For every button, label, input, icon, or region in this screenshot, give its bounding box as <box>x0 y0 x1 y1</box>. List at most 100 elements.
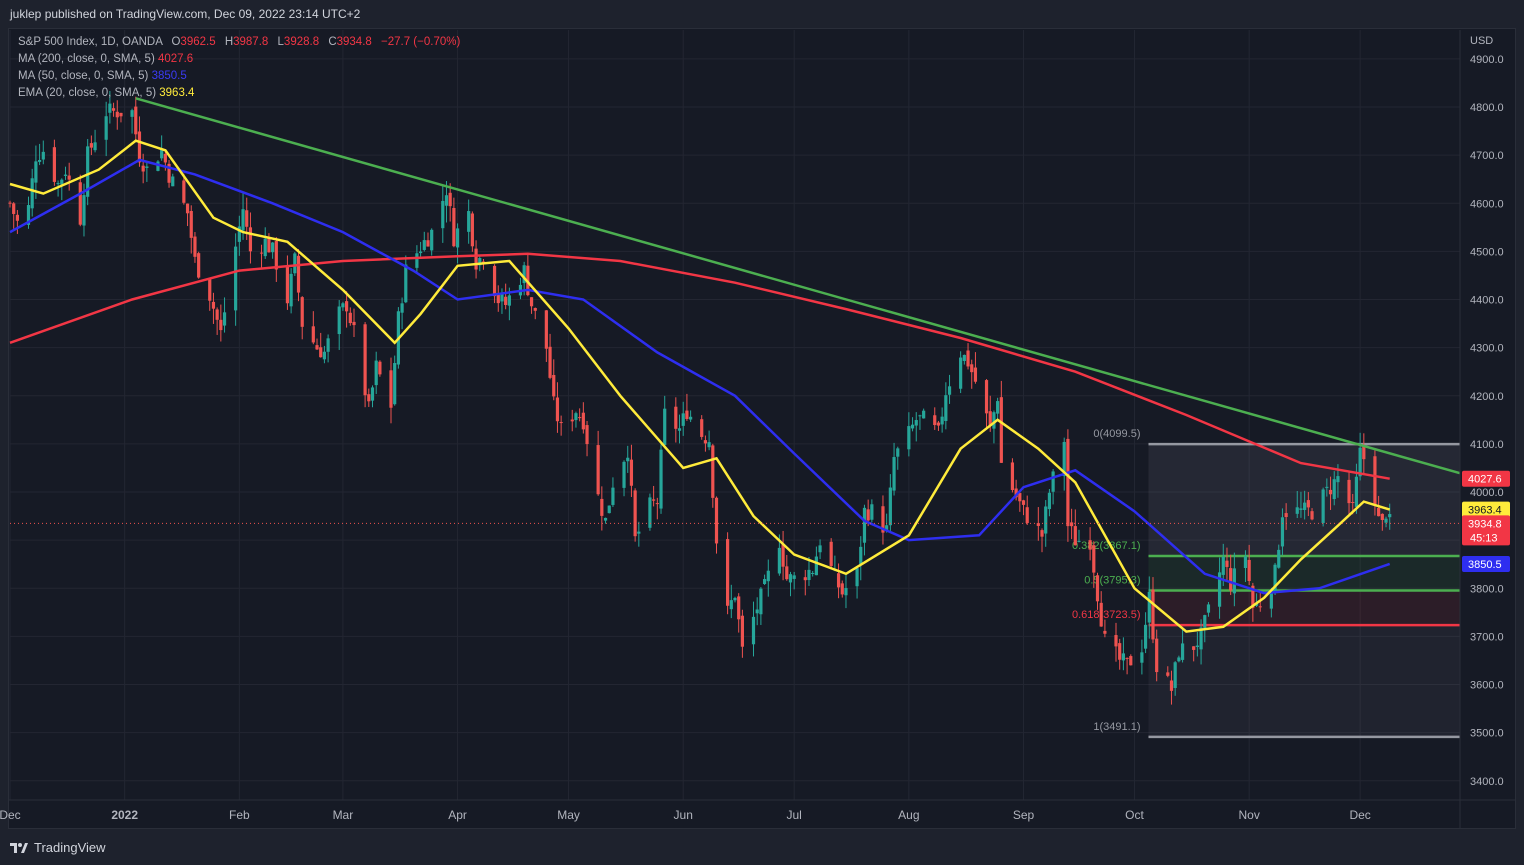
candle-body <box>1229 568 1233 591</box>
candle-body <box>108 103 112 113</box>
candle-body <box>626 457 630 462</box>
candle-body <box>1051 471 1055 492</box>
candle-body <box>237 226 241 242</box>
candle-body <box>319 347 323 358</box>
tradingview-brand[interactable]: TradingView <box>10 840 106 855</box>
candle-body <box>648 497 652 528</box>
candle-body <box>807 569 811 581</box>
candle-body <box>171 176 175 187</box>
candle-body <box>86 146 90 197</box>
candle-body <box>470 213 474 247</box>
candle-body <box>56 183 60 185</box>
candle-body <box>1099 602 1103 627</box>
candle-body <box>345 301 349 312</box>
candle-body <box>452 207 456 247</box>
candle-body <box>988 411 992 426</box>
candle-body <box>1169 680 1174 691</box>
candle-body <box>622 461 626 488</box>
candle-body <box>374 360 378 386</box>
candle-body <box>881 506 885 533</box>
candle-body <box>1025 507 1029 524</box>
candle-body <box>271 242 275 253</box>
candle-body <box>944 395 948 422</box>
x-tick-label: Dec <box>0 808 21 822</box>
price-tag <box>1462 515 1510 546</box>
candle-body <box>248 227 253 252</box>
candle-body <box>892 457 896 491</box>
candle-body <box>322 351 327 360</box>
countdown-label: 45:13 <box>1470 532 1498 544</box>
candle-body <box>208 279 212 301</box>
candle-body <box>348 312 352 324</box>
candle-body <box>885 525 889 531</box>
candle-body <box>570 419 574 422</box>
candle-body <box>400 303 404 313</box>
candle-body <box>766 570 770 582</box>
candle-body <box>1047 492 1052 510</box>
candle-body <box>115 111 119 118</box>
candle-body <box>352 321 356 326</box>
candle-body <box>189 210 193 238</box>
candle-body <box>607 505 611 514</box>
y-tick-label: 3600.0 <box>1470 680 1504 692</box>
ma50-value: 3850.5 <box>151 70 187 82</box>
candle-body <box>600 498 604 516</box>
candle-body <box>751 616 756 645</box>
candle-body <box>12 203 16 214</box>
legend-ma50-row: MA (50, close, 0, SMA, 5) 3850.5 <box>18 68 460 85</box>
candle-body <box>293 253 297 274</box>
candle-body <box>326 338 330 352</box>
candle-body <box>962 354 966 361</box>
candle-body <box>311 326 315 343</box>
candle-body <box>999 397 1003 463</box>
candle-body <box>300 297 304 327</box>
candle-body <box>973 367 978 382</box>
candle-body <box>1192 646 1196 650</box>
x-tick-label: Jun <box>674 808 693 822</box>
ema20-value: 3963.4 <box>159 87 195 99</box>
x-tick-label: Dec <box>1349 808 1370 822</box>
candle-body <box>829 541 833 566</box>
candle-body <box>111 108 116 111</box>
candle-body <box>984 380 989 414</box>
candle-body <box>689 416 693 420</box>
candle-body <box>507 295 511 306</box>
candle-body <box>1325 486 1329 488</box>
candle-body <box>1073 526 1077 546</box>
candle-body <box>629 459 634 486</box>
fib-zone <box>1148 555 1460 591</box>
candle-body <box>1199 627 1203 650</box>
candle-body <box>574 413 578 421</box>
candle-body <box>859 546 863 564</box>
candle-body <box>870 504 874 520</box>
y-tick-label: 3800.0 <box>1470 583 1504 595</box>
candle-body <box>959 357 963 389</box>
candle-body <box>160 149 164 159</box>
candle-body <box>1118 643 1122 660</box>
candle-body <box>840 583 844 595</box>
candle-body <box>15 214 19 221</box>
legend-symbol-row: S&P 500 Index, 1D, OANDA O3962.5 H3987.8… <box>18 34 460 51</box>
candle-body <box>637 531 641 534</box>
x-tick-label: Feb <box>229 808 250 822</box>
legend-ema20-row: EMA (20, close, 0, SMA, 5) 3963.4 <box>18 85 460 102</box>
candle-body <box>448 192 452 207</box>
candle-body <box>1295 507 1299 514</box>
chart-legend: S&P 500 Index, 1D, OANDA O3962.5 H3987.8… <box>18 34 460 102</box>
fib-level-label: 0(4099.5) <box>1093 428 1140 440</box>
axes: 3400.03500.03600.03700.03800.03900.04000… <box>0 30 1516 828</box>
chart-panel[interactable] <box>8 28 1516 829</box>
candle-body <box>685 410 689 419</box>
candle-body <box>404 264 408 303</box>
candle-body <box>134 106 138 135</box>
symbol-label: S&P 500 Index, 1D, OANDA <box>18 36 163 48</box>
y-tick-label: 4700.0 <box>1470 150 1504 162</box>
candle-body <box>37 160 42 162</box>
candle-body <box>777 547 781 574</box>
candle-body <box>1299 508 1303 510</box>
published-info: juklep published on TradingView.com, Dec… <box>10 7 361 21</box>
candle-body <box>141 165 145 172</box>
candle-body <box>603 517 608 521</box>
